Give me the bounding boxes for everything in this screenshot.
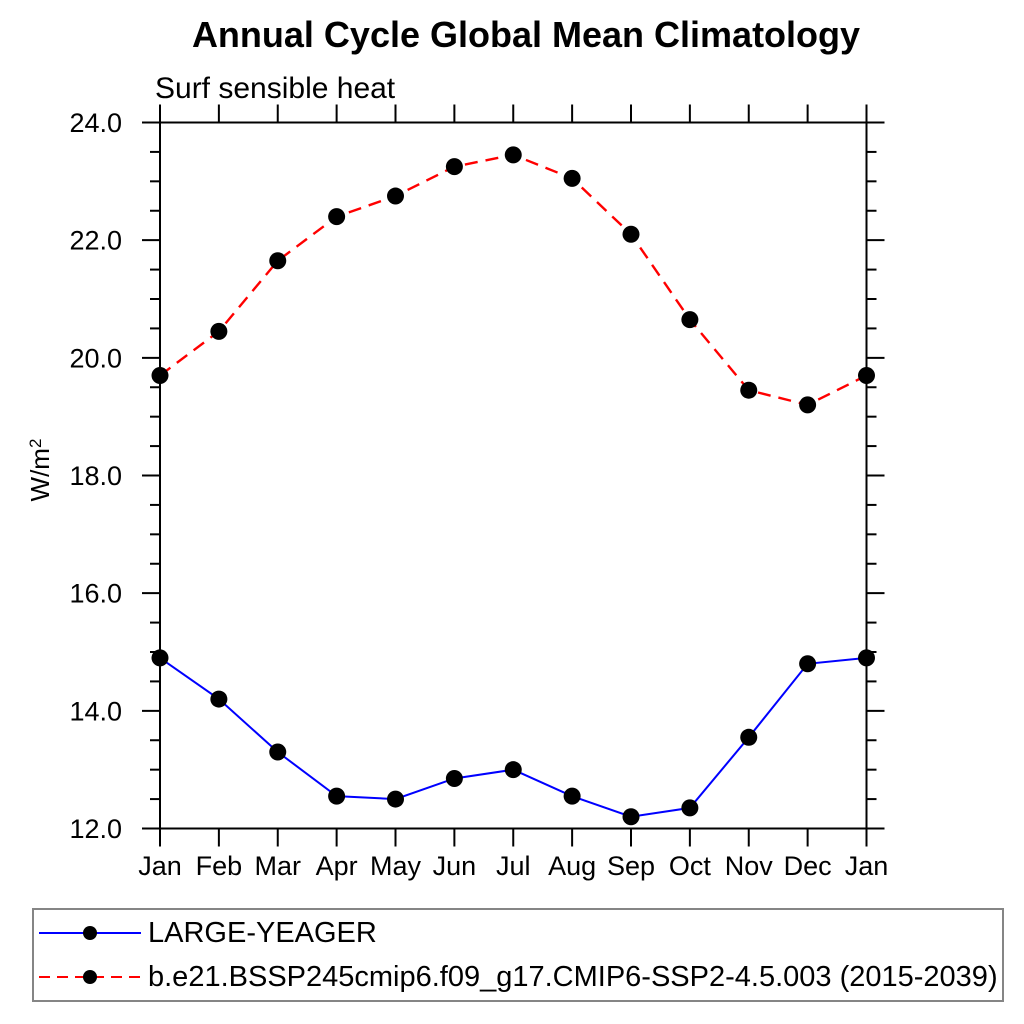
legend-marker-icon xyxy=(83,970,97,984)
data-point-marker-1 xyxy=(740,381,758,399)
x-axis-month-label: Jul xyxy=(496,851,531,881)
data-point-marker-1 xyxy=(504,146,522,164)
legend-line-sample-dashed xyxy=(39,970,141,984)
data-point-marker-1 xyxy=(269,252,287,270)
y-axis-tick-label: 14.0 xyxy=(69,696,122,726)
data-point-marker-1 xyxy=(387,187,404,205)
x-axis-month-label: Nov xyxy=(725,851,774,881)
data-point-marker-1 xyxy=(563,169,581,187)
x-axis-month-label: Jan xyxy=(845,851,889,881)
data-point-marker-1 xyxy=(328,208,346,226)
data-point-marker-0 xyxy=(328,787,346,805)
legend-marker-icon xyxy=(83,926,97,940)
series-line-1 xyxy=(159,153,868,407)
data-point-marker-1 xyxy=(151,366,169,384)
data-point-marker-1 xyxy=(681,311,699,329)
x-axis-month-label: Oct xyxy=(669,851,712,881)
data-point-marker-0 xyxy=(504,761,522,779)
series-line-0 xyxy=(159,656,867,818)
legend-label: b.e21.BSSP245cmip6.f09_g17.CMIP6-SSP2-4.… xyxy=(148,960,998,993)
data-point-marker-0 xyxy=(387,790,404,808)
data-point-marker-0 xyxy=(269,743,287,761)
y-axis-tick-label: 18.0 xyxy=(69,461,122,491)
data-point-marker-1 xyxy=(210,322,228,340)
data-point-marker-0 xyxy=(740,728,758,746)
x-axis-month-label: Jan xyxy=(138,851,182,881)
y-axis-tick-label: 22.0 xyxy=(69,226,122,256)
data-point-marker-0 xyxy=(799,655,817,673)
legend-item-cesm-ssp245: b.e21.BSSP245cmip6.f09_g17.CMIP6-SSP2-4.… xyxy=(36,958,1002,996)
y-axis-tick-label: 12.0 xyxy=(69,814,122,844)
x-axis-month-label: Dec xyxy=(784,851,832,881)
data-point-marker-0 xyxy=(622,808,640,826)
data-point-marker-1 xyxy=(799,396,817,414)
legend-line-sample-solid xyxy=(39,926,141,940)
legend-item-large-yeager: LARGE-YEAGER xyxy=(36,914,1002,952)
data-point-marker-1 xyxy=(622,225,640,243)
x-axis-month-label: May xyxy=(370,851,422,881)
y-axis-tick-label: 16.0 xyxy=(69,579,122,609)
data-point-marker-0 xyxy=(563,787,581,805)
x-axis-month-label: Jun xyxy=(433,851,477,881)
data-point-marker-0 xyxy=(151,649,169,667)
x-axis-month-label: Feb xyxy=(196,851,243,881)
data-point-marker-1 xyxy=(858,366,875,384)
legend-label: LARGE-YEAGER xyxy=(148,916,377,949)
chart-title: Annual Cycle Global Mean Climatology xyxy=(191,14,861,55)
plot-frame xyxy=(159,121,868,830)
data-point-marker-1 xyxy=(445,158,463,176)
legend-box: LARGE-YEAGER b.e21.BSSP245cmip6.f09_g17.… xyxy=(32,908,1004,1002)
y-axis-tick-label: 20.0 xyxy=(69,343,122,373)
x-axis-month-label: Mar xyxy=(255,851,302,881)
data-point-marker-0 xyxy=(445,769,463,787)
y-axis-tick-label: 24.0 xyxy=(69,108,122,138)
chart-subtitle: Surf sensible heat xyxy=(155,72,396,105)
data-point-marker-0 xyxy=(858,649,875,667)
x-axis-month-label: Sep xyxy=(607,851,655,881)
data-point-marker-0 xyxy=(681,799,699,817)
x-axis-month-label: Apr xyxy=(316,851,358,881)
data-point-marker-0 xyxy=(210,690,228,708)
x-axis-month-label: Aug xyxy=(548,851,596,881)
